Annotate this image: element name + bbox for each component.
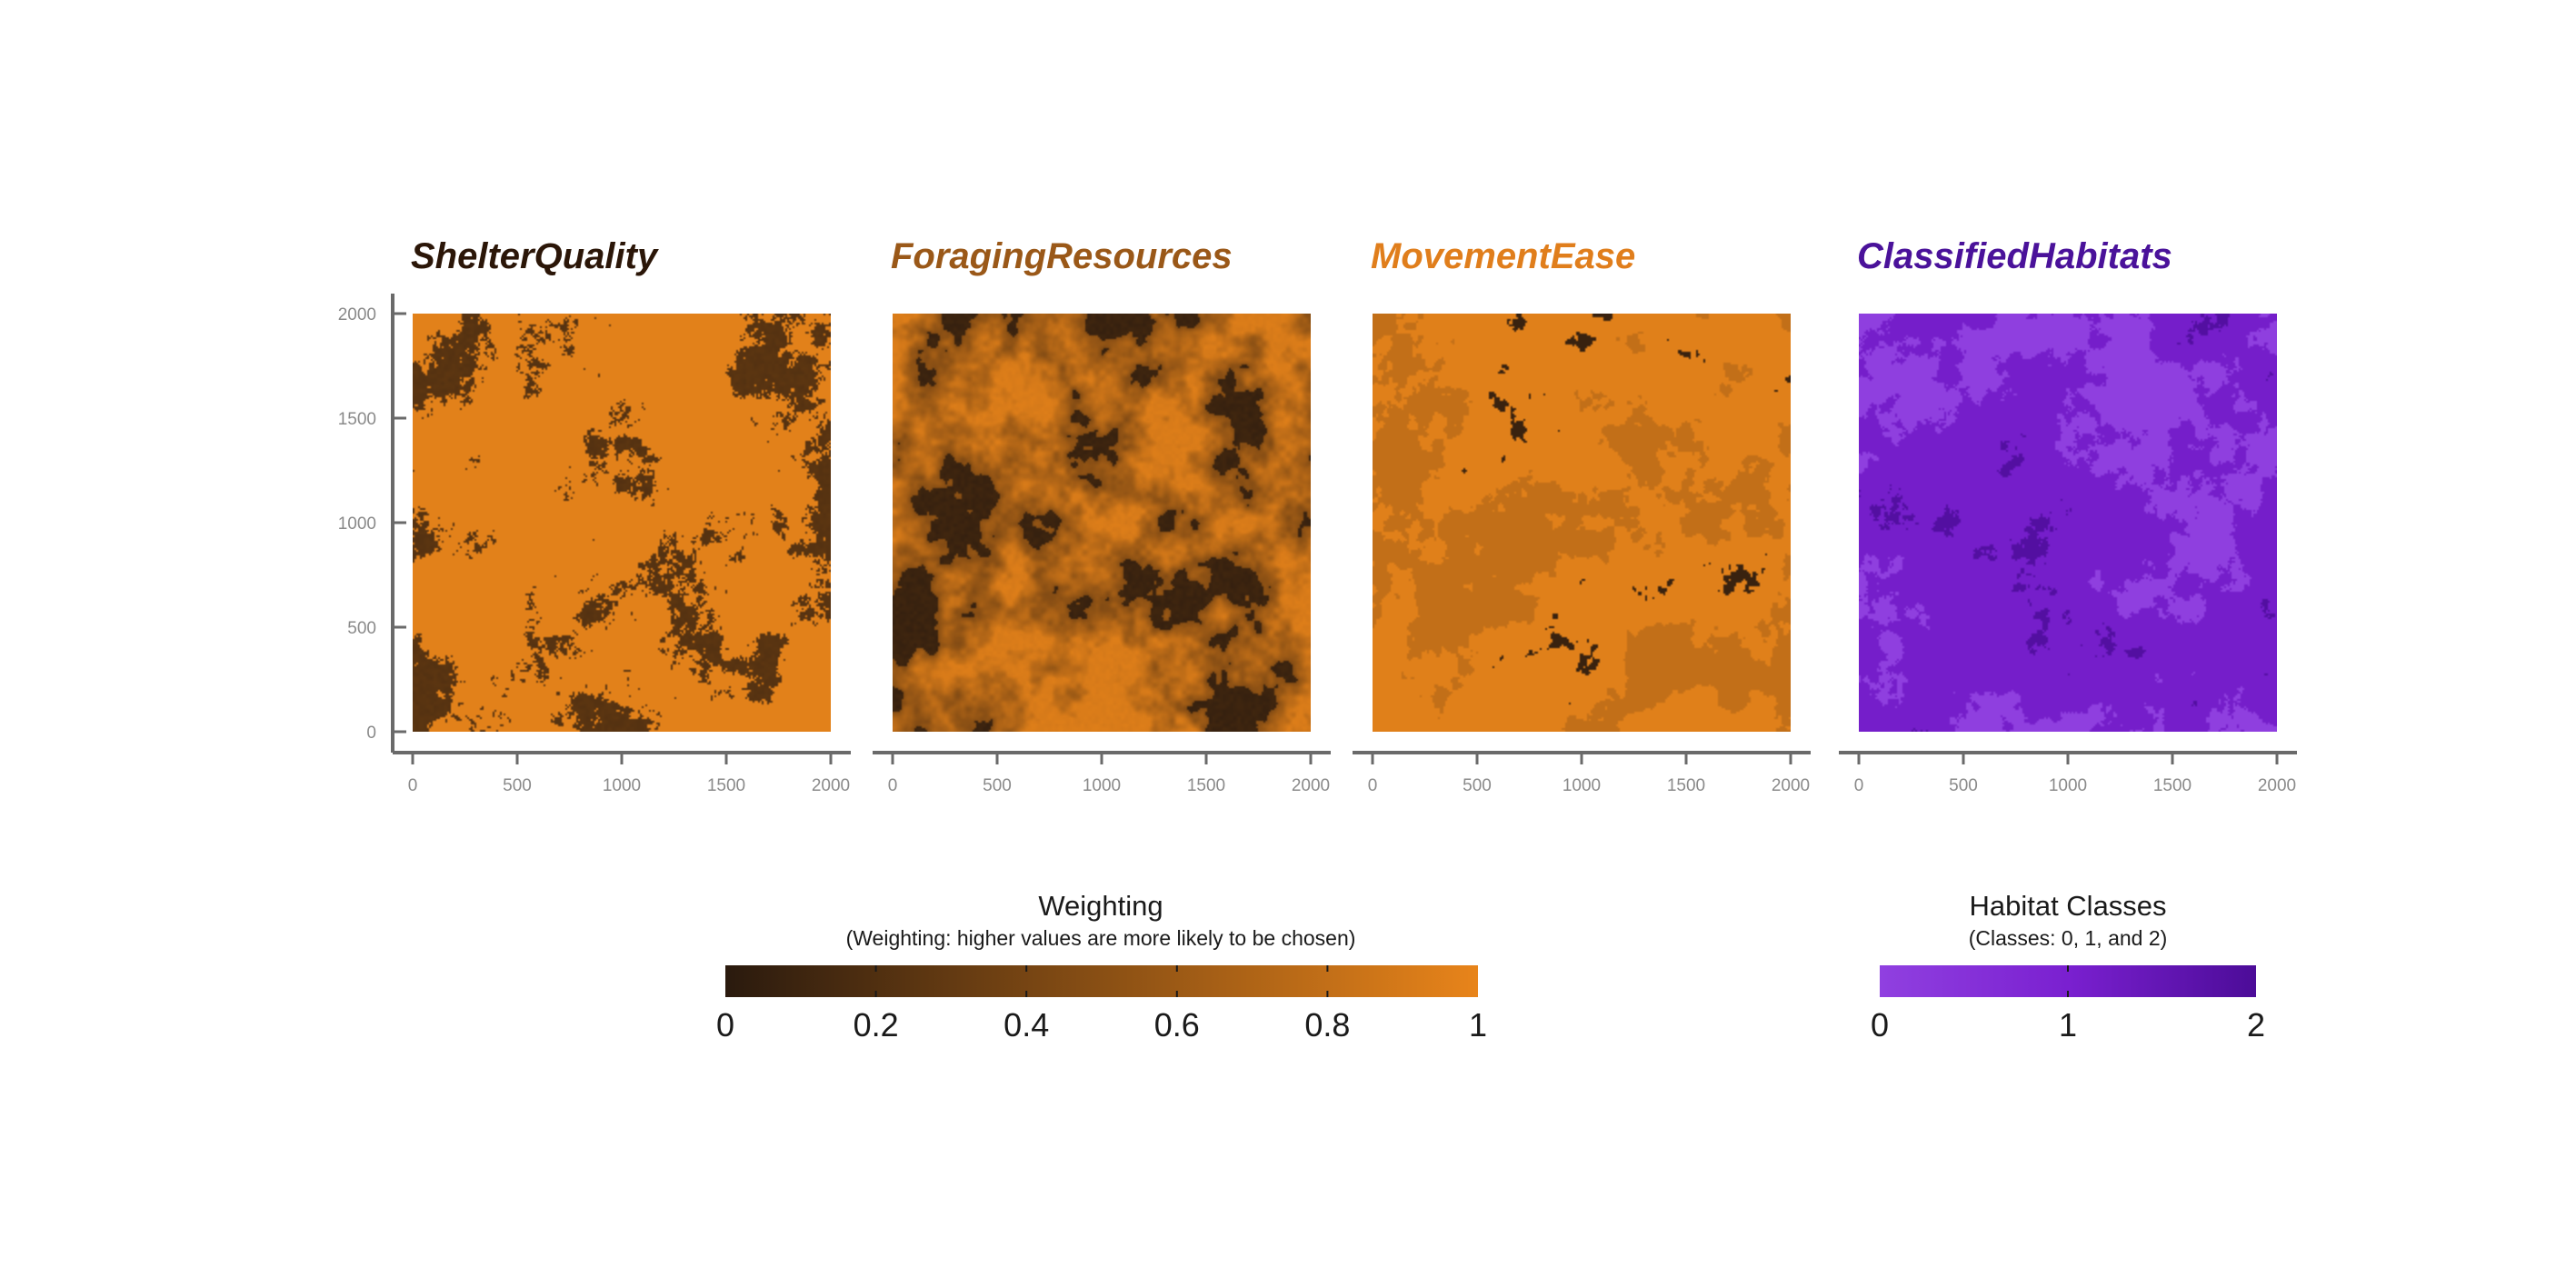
colorbar-tick-label: 0 (716, 1006, 734, 1043)
raster-map (1859, 314, 2277, 732)
colorbar-tick-label: 1 (1469, 1006, 1487, 1043)
y-tick-label: 500 (347, 619, 376, 638)
raster-map (893, 314, 1311, 732)
colorbar-tick-label: 0.8 (1304, 1006, 1350, 1043)
colorbar-title: Weighting (1038, 890, 1163, 922)
colorbar-tick-label: 0.2 (854, 1006, 899, 1043)
x-tick-label: 500 (1949, 776, 1978, 795)
x-tick-label: 2000 (812, 776, 850, 795)
colorbar-title: Habitat Classes (1969, 890, 2166, 922)
panel-title: ShelterQuality (411, 236, 659, 276)
map-panels: ShelterQuality 0 500 1000 1500 2000 0 500 1000 15… (338, 236, 2297, 795)
colorbar-tick-label: 2 (2247, 1006, 2265, 1043)
colorbar-weighting: Weighting (Weighting: higher values are m… (716, 890, 1487, 1043)
map-panel: ClassifiedHabitats 0 500 1000 1500 2000 (1839, 236, 2297, 795)
panel-title: ClassifiedHabitats (1857, 236, 2172, 276)
map-panel: MovementEase 0 500 1000 1500 2000 (1353, 236, 1811, 795)
map-panel: ShelterQuality 0 500 1000 1500 2000 0 500 1000 15… (338, 236, 851, 795)
colorbar-tick-label: 1 (2059, 1006, 2077, 1043)
colorbar-bar (725, 965, 1478, 997)
x-tick-label: 500 (983, 776, 1012, 795)
x-tick-label: 1000 (2049, 776, 2087, 795)
colorbar-tick-label: 0.6 (1154, 1006, 1200, 1043)
y-tick-label: 1500 (338, 410, 376, 429)
x-tick-label: 1000 (603, 776, 641, 795)
colorbar-legends: Weighting (Weighting: higher values are m… (716, 890, 2265, 1043)
x-tick-label: 0 (1854, 776, 1864, 795)
x-tick-label: 500 (1463, 776, 1492, 795)
x-tick-label: 1500 (1667, 776, 1705, 795)
x-tick-label: 1000 (1083, 776, 1121, 795)
y-tick-label: 1000 (338, 514, 376, 534)
y-tick-label: 2000 (338, 305, 376, 324)
x-tick-label: 0 (1368, 776, 1378, 795)
x-tick-label: 1500 (1187, 776, 1225, 795)
x-tick-label: 1000 (1563, 776, 1601, 795)
x-tick-label: 0 (408, 776, 418, 795)
y-tick-label: 0 (366, 724, 376, 743)
raster-map (1373, 314, 1791, 732)
x-tick-label: 2000 (2258, 776, 2296, 795)
colorbar-habitat: Habitat Classes (Classes: 0, 1, and 2) 0 1 2 (1871, 890, 2265, 1043)
colorbar-tick-label: 0 (1871, 1006, 1889, 1043)
colorbar-subtitle: (Classes: 0, 1, and 2) (1969, 926, 2168, 950)
x-tick-label: 1500 (707, 776, 745, 795)
x-tick-label: 500 (503, 776, 532, 795)
x-tick-label: 2000 (1772, 776, 1810, 795)
colorbar-tick-label: 0.4 (1003, 1006, 1049, 1043)
map-panel: ForagingResources 0 500 1000 1500 2000 (873, 236, 1331, 795)
colorbar-subtitle: (Weighting: higher values are more likel… (846, 926, 1356, 950)
x-tick-label: 1500 (2153, 776, 2192, 795)
x-tick-label: 2000 (1292, 776, 1330, 795)
x-tick-label: 0 (888, 776, 898, 795)
panel-title: ForagingResources (891, 236, 1233, 276)
raster-map (413, 314, 831, 732)
panel-title: MovementEase (1371, 236, 1635, 276)
